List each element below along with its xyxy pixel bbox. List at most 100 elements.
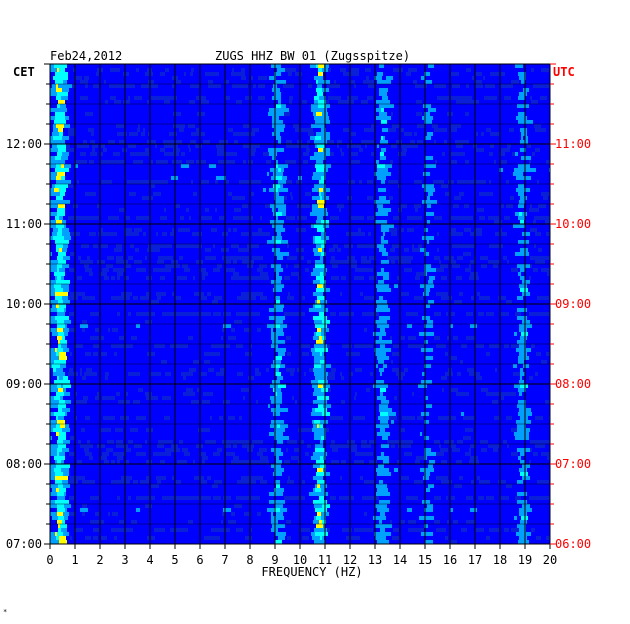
spectrogram-cell — [73, 72, 75, 76]
spectrogram-cell — [246, 88, 251, 92]
spectrogram-cell — [311, 260, 313, 264]
spectrogram-cell — [336, 132, 338, 136]
spectrogram-cell — [531, 156, 534, 160]
spectrogram-cell — [113, 212, 119, 216]
spectrogram-cell — [537, 156, 545, 160]
spectrogram-cell — [324, 180, 328, 184]
spectrogram-cell — [85, 232, 87, 236]
spectrogram-cell — [67, 172, 74, 176]
spectrogram-cell — [71, 164, 75, 168]
spectrogram-cell — [412, 132, 414, 136]
spectrogram-cell — [241, 152, 246, 156]
spectrogram-cell — [238, 104, 246, 108]
spectrogram-cell — [195, 76, 200, 80]
spectrogram-cell — [443, 244, 448, 248]
spectrogram-cell — [382, 96, 388, 100]
spectrogram-cell — [453, 208, 455, 212]
spectrogram-cell — [514, 288, 520, 292]
spectrogram-cell — [64, 124, 70, 128]
spectrogram-cell — [310, 216, 317, 220]
spectrogram-cell — [187, 276, 193, 280]
spectrogram-cell — [432, 100, 439, 104]
spectrogram-cell — [142, 120, 149, 124]
spectrogram-cell — [261, 200, 265, 204]
spectrogram-cell — [344, 116, 349, 120]
spectrogram-cell — [50, 100, 58, 104]
spectrogram-cell — [445, 152, 450, 156]
spectrogram-cell — [380, 116, 383, 120]
spectrogram-cell — [129, 104, 133, 108]
spectrogram-cell — [187, 284, 194, 288]
spectrogram-cell — [511, 256, 518, 260]
spectrogram-cell — [358, 172, 361, 176]
spectrogram-cell — [401, 200, 404, 204]
spectrogram-cell — [64, 180, 71, 184]
spectrogram-cell — [256, 80, 262, 84]
spectrogram-cell — [445, 240, 452, 244]
spectrogram-cell — [420, 184, 422, 188]
spectrogram-cell — [106, 80, 109, 84]
spectrogram-cell — [74, 156, 78, 160]
spectrogram-cell — [252, 268, 257, 272]
spectrogram-cell — [388, 64, 392, 68]
spectrogram-cell — [238, 292, 241, 296]
spectrogram-cell — [189, 208, 195, 212]
spectrogram-cell — [275, 176, 282, 180]
spectrogram-cell — [225, 156, 230, 160]
spectrogram-cell — [141, 284, 146, 288]
spectrogram-cell — [80, 132, 85, 136]
spectrogram-cell — [381, 148, 386, 152]
spectrogram-cell — [225, 120, 228, 124]
spectrogram-cell — [103, 68, 110, 72]
spectrogram-cell — [119, 120, 122, 124]
spectrogram-cell — [481, 164, 485, 168]
spectrogram-cell — [120, 68, 123, 72]
spectrogram-cell — [149, 200, 156, 204]
spectrogram-cell — [470, 288, 477, 292]
spectrogram-cell — [184, 156, 186, 160]
spectrogram-cell — [207, 204, 211, 208]
spectrogram-cell — [85, 292, 89, 296]
spectrogram-cell — [276, 208, 278, 212]
spectrogram-cell — [342, 156, 350, 160]
spectrogram-cell — [501, 132, 506, 136]
spectrogram-cell — [62, 88, 69, 92]
spectrogram-cell — [336, 152, 341, 156]
spectrogram-cell — [157, 76, 162, 80]
spectrogram-cell — [286, 80, 288, 84]
spectrogram-cell — [127, 92, 134, 96]
spectrogram-cell — [391, 208, 393, 212]
spectrogram-cell — [81, 148, 84, 152]
spectrogram-cell — [69, 208, 75, 212]
spectrogram-cell — [193, 180, 201, 184]
spectrogram-cell — [234, 68, 241, 72]
spectrogram-cell — [250, 228, 258, 232]
spectrogram-cell — [202, 232, 209, 236]
spectrogram-cell — [85, 228, 90, 232]
spectrogram-cell — [176, 192, 183, 196]
spectrogram-cell — [120, 204, 128, 208]
spectrogram-cell — [270, 204, 274, 208]
spectrogram-cell — [65, 116, 69, 120]
spectrogram-cell — [460, 84, 466, 88]
spectrogram-cell — [325, 124, 327, 128]
spectrogram-cell — [161, 140, 163, 144]
spectrogram-cell — [219, 72, 225, 76]
spectrogram-cell — [171, 88, 174, 92]
spectrogram-cell — [374, 252, 382, 256]
spectrogram-cell — [385, 212, 388, 216]
spectrogram-cell — [338, 176, 341, 180]
spectrogram-cell — [477, 116, 484, 120]
spectrogram-cell — [392, 200, 398, 204]
spectrogram-cell — [253, 160, 257, 164]
spectrogram-cell — [128, 68, 130, 72]
spectrogram-cell — [279, 116, 285, 120]
spectrogram-cell — [386, 284, 389, 288]
spectrogram-cell — [167, 272, 172, 276]
spectrogram-cell — [103, 184, 109, 188]
spectrogram-cell — [368, 112, 373, 116]
spectrogram-cell — [217, 68, 222, 72]
spectrogram-cell — [487, 264, 493, 268]
spectrogram-cell — [212, 240, 218, 244]
spectrogram-cell — [545, 288, 549, 292]
